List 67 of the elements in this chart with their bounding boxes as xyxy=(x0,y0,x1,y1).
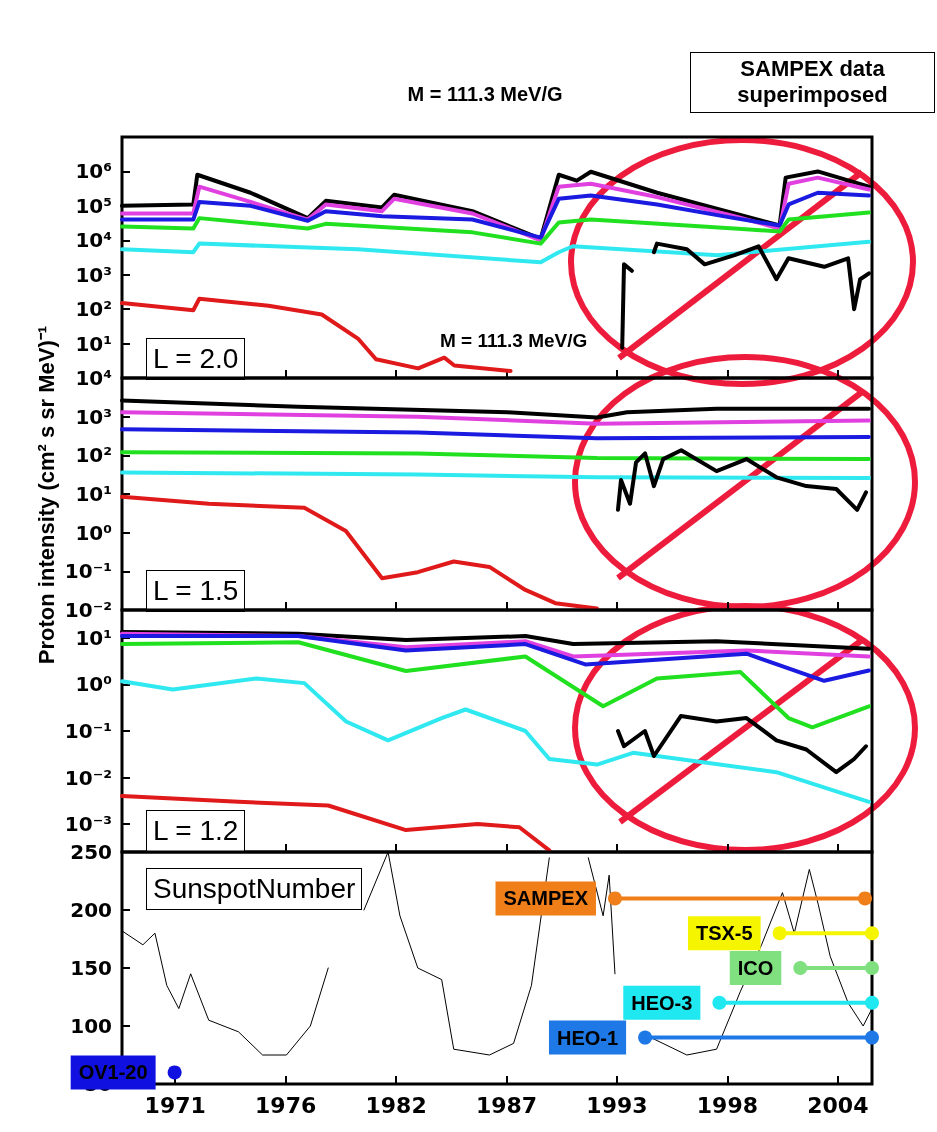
point xyxy=(607,891,622,906)
y-tick-label: 10⁰ xyxy=(75,672,112,697)
text: SAMPEX data superimposed xyxy=(690,52,935,113)
series-label: OV1-20 xyxy=(78,1061,148,1084)
line-series xyxy=(120,794,552,853)
line-series xyxy=(120,640,871,730)
line-series xyxy=(120,427,871,441)
series-label: TSX-5 xyxy=(695,922,753,945)
chart-title: M = 111.3 MeV/G xyxy=(407,83,563,105)
y-tick-label: 10¹ xyxy=(75,626,112,650)
y-tick-label: 10⁶ xyxy=(75,159,112,184)
y-tick-label: 100 xyxy=(70,1014,112,1038)
line-series xyxy=(615,448,868,512)
line-series xyxy=(120,494,599,611)
y-tick-label: 10³ xyxy=(75,262,112,287)
y-tick-label: 10³ xyxy=(75,404,112,429)
line-series xyxy=(120,210,871,246)
y-tick-label: 10⁻² xyxy=(64,765,112,790)
point xyxy=(772,926,787,941)
point xyxy=(857,891,872,906)
y-tick-label: 10¹ xyxy=(75,331,112,356)
y-tick-label: 10² xyxy=(75,297,112,322)
x-tick-label: 1993 xyxy=(586,1092,648,1118)
point xyxy=(793,961,808,975)
point xyxy=(712,995,727,1010)
line-series xyxy=(120,190,871,240)
y-tick-label: 10⁻¹ xyxy=(64,559,112,584)
y-tick-label: 10⁴ xyxy=(75,228,112,253)
y-tick-label: 200 xyxy=(70,898,112,922)
y-tick-label: 250 xyxy=(70,840,112,864)
y-tick-label: 10⁻³ xyxy=(64,812,112,836)
annotation: L = 1.5 xyxy=(146,570,246,612)
y-tick-label: 10¹ xyxy=(75,482,112,506)
series-label: SAMPEX xyxy=(503,887,589,910)
x-tick-label: 1987 xyxy=(475,1092,538,1118)
annotation: L = 1.2 xyxy=(146,810,246,852)
line-series xyxy=(120,239,871,265)
annotation: M = 111.3 MeV/G xyxy=(440,330,588,353)
line-series xyxy=(120,634,871,683)
y-tick-label: 10⁰ xyxy=(75,520,112,545)
point xyxy=(865,1030,879,1045)
series-label: HEO-1 xyxy=(556,1026,619,1049)
y-axis-title: Proton intensity (cm² s sr MeV)⁻¹ xyxy=(33,325,60,665)
y-tick-label: 150 xyxy=(70,956,112,980)
point xyxy=(167,1065,182,1080)
y-tick-label: 10² xyxy=(75,443,112,468)
annotation: L = 2.0 xyxy=(146,338,246,380)
x-tick-label: 2004 xyxy=(807,1092,869,1118)
point xyxy=(865,961,879,975)
line-series xyxy=(120,410,871,426)
series-label: HEO-3 xyxy=(631,991,693,1014)
y-tick-label: 10⁵ xyxy=(75,193,112,218)
x-tick-label: 1971 xyxy=(144,1092,206,1118)
line-series xyxy=(120,676,871,804)
y-tick-label: 10⁻² xyxy=(64,598,112,622)
point xyxy=(865,926,879,941)
y-tick-label: 10⁻¹ xyxy=(64,719,112,743)
series-label: ICO xyxy=(737,957,774,979)
point xyxy=(638,1030,653,1045)
y-tick-label: 10⁴ xyxy=(75,366,112,390)
x-tick-label: 1976 xyxy=(255,1092,317,1118)
line-series xyxy=(615,714,868,775)
x-tick-label: 1982 xyxy=(365,1092,427,1118)
x-tick-label: 1998 xyxy=(696,1092,759,1118)
point xyxy=(865,995,879,1010)
line-series xyxy=(120,450,871,462)
annotation: SunspotNumber xyxy=(146,868,363,910)
